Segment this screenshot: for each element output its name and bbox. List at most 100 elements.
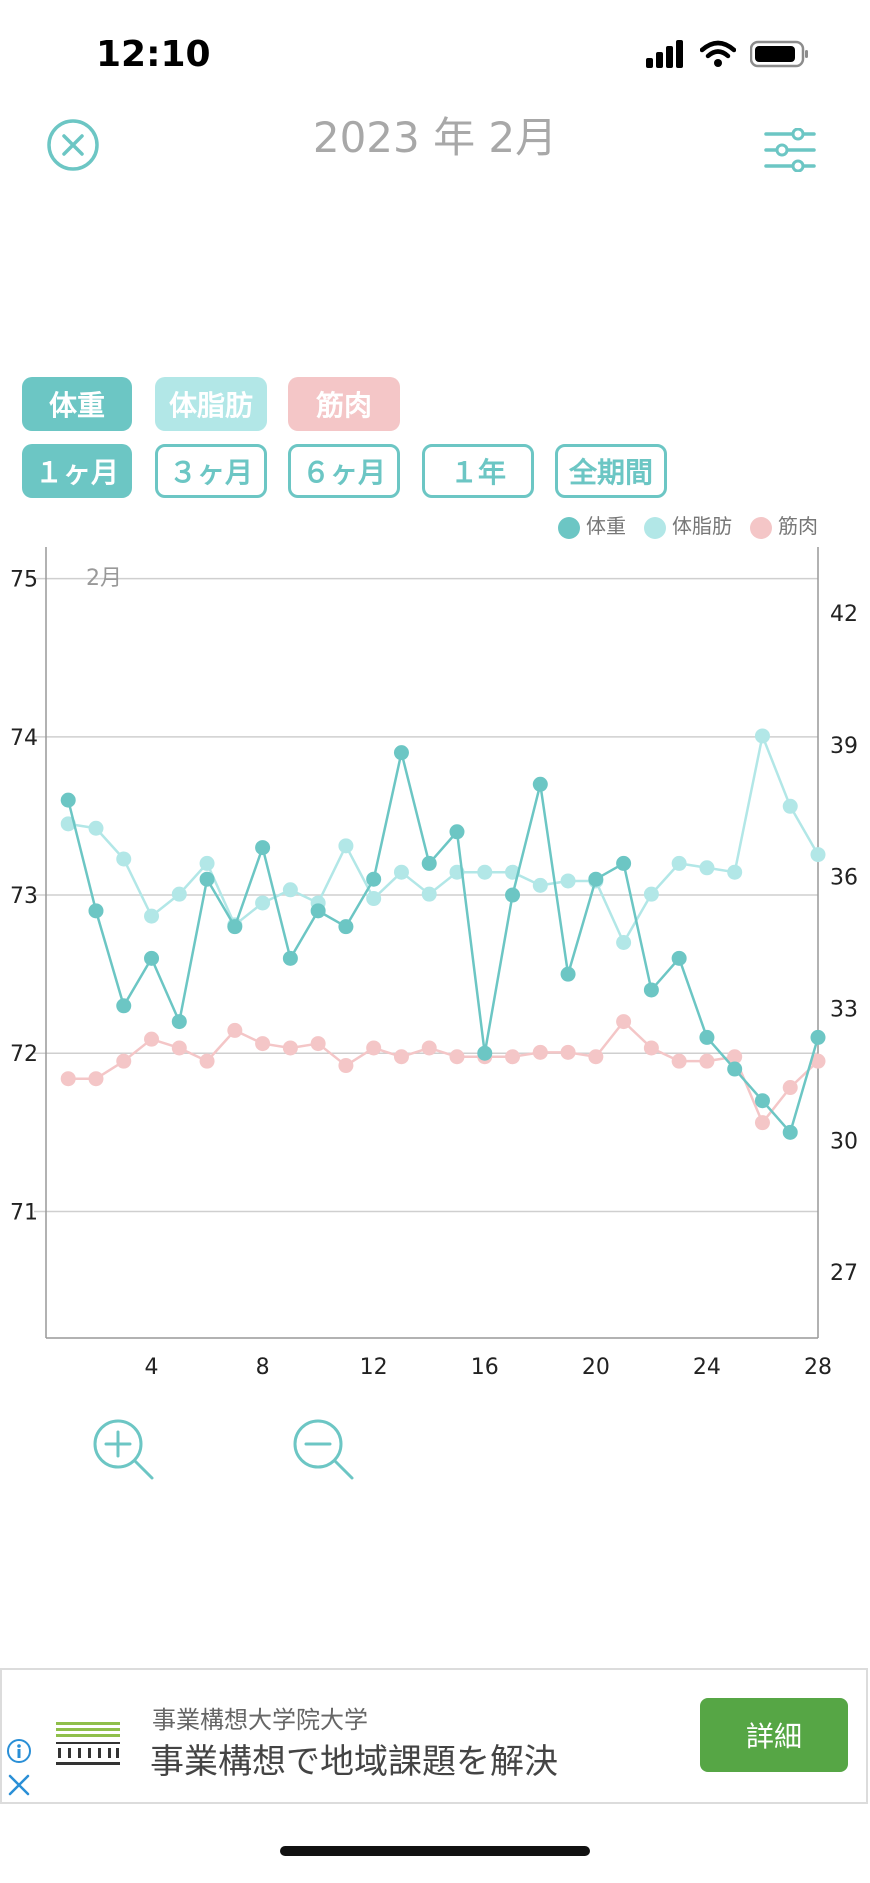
chart-month-label: 2月 [86,566,122,591]
home-indicator [280,1846,590,1856]
x-tick-label: 12 [360,1355,388,1380]
data-point [144,1031,160,1047]
data-point [754,1115,770,1131]
data-point [449,1049,465,1065]
data-point [560,966,576,982]
data-point [199,855,215,871]
data-point [88,903,104,919]
data-point [144,908,160,924]
data-point [560,873,576,889]
data-point [810,1053,826,1069]
data-point [671,1053,687,1069]
ad-headline[interactable]: 事業構想で地域課題を解決 [150,1742,558,1782]
data-point [532,776,548,792]
data-point [310,1036,326,1052]
legend-muscle-dot [750,516,772,539]
data-point [199,1053,215,1069]
weight-chart[interactable]: 75 74 73 72 71 42 39 36 33 30 27 4 8 12 16 20 24 28 2月 [0,505,870,1385]
ad-close-icon[interactable] [6,1772,32,1798]
y-right-tick-label: 33 [830,997,858,1022]
x-tick-label: 16 [471,1355,499,1380]
data-point [88,820,104,836]
data-point [754,1093,770,1109]
tab-weight[interactable]: 体重 [22,377,132,431]
x-tick-label: 20 [582,1355,610,1380]
data-point [282,950,298,966]
data-point [282,882,298,898]
tab-muscle[interactable]: 筋肉 [288,377,400,431]
data-point [810,847,826,863]
status-icons [646,40,810,68]
legend-weight: 体重 [558,510,626,539]
data-point [532,1044,548,1060]
data-point [616,855,632,871]
data-point [227,1022,243,1038]
y-right-tick-label: 36 [830,866,858,891]
wifi-icon [700,40,736,67]
data-point [810,1029,826,1045]
status-time: 12:10 [96,34,211,75]
data-point [393,864,409,880]
month-title: 2023 年 2月 [312,113,558,162]
tab-body-fat[interactable]: 体脂肪 [155,377,267,431]
data-point [310,903,326,919]
data-point [171,1014,187,1030]
data-point [60,1071,76,1087]
data-point [338,1058,354,1074]
data-point [116,1053,132,1069]
y-right-tick-label: 27 [830,1261,858,1286]
battery-icon [750,40,808,68]
data-point [171,1040,187,1056]
data-point [255,840,271,856]
series-line-0 [67,751,820,1134]
data-point [643,982,659,998]
x-tick-label: 24 [693,1355,721,1380]
legend-muscle: 筋肉 [750,510,818,539]
legend-weight-label: 体重 [586,514,626,538]
y-right-tick-label: 30 [830,1129,858,1154]
zoom-in-icon[interactable] [88,1414,168,1494]
chart-legend: 体重 体脂肪 筋肉 [558,510,818,539]
legend-muscle-label: 筋肉 [778,514,818,538]
y-left-tick-label: 75 [10,568,38,593]
data-point [671,855,687,871]
data-point [171,886,187,902]
y-left-tick-label: 71 [10,1200,38,1225]
ad-detail-button[interactable]: 詳細 [700,1698,848,1772]
data-point [338,838,354,854]
data-point [393,1049,409,1065]
data-point [782,798,798,814]
data-point [588,1049,604,1065]
data-point [282,1040,298,1056]
legend-body-fat-dot [644,516,666,539]
data-point [782,1124,798,1140]
data-point [699,1053,715,1069]
data-point [699,1029,715,1045]
data-point [255,1036,271,1052]
y-right-tick-label: 42 [830,602,858,627]
data-point [477,1045,493,1061]
close-icon[interactable] [46,118,100,172]
range-1-month[interactable]: １ヶ月 [22,444,132,498]
data-point [255,895,271,911]
x-tick-label: 4 [145,1355,159,1380]
range-all[interactable]: 全期間 [555,444,667,498]
data-point [366,1040,382,1056]
range-1-year[interactable]: １年 [422,444,534,498]
y-right-tick-label: 39 [830,734,858,759]
range-6-months[interactable]: ６ヶ月 [288,444,400,498]
data-point [366,891,382,907]
range-3-months[interactable]: ３ヶ月 [155,444,267,498]
data-point [588,871,604,887]
data-point [227,919,243,935]
data-point [116,851,132,867]
data-point [616,1014,632,1030]
info-icon[interactable] [6,1738,32,1764]
data-point [532,877,548,893]
sliders-icon[interactable] [764,128,816,172]
zoom-out-icon[interactable] [288,1414,368,1494]
data-point [421,886,437,902]
data-point [338,919,354,935]
data-point [505,1049,521,1065]
data-point [727,1049,743,1065]
